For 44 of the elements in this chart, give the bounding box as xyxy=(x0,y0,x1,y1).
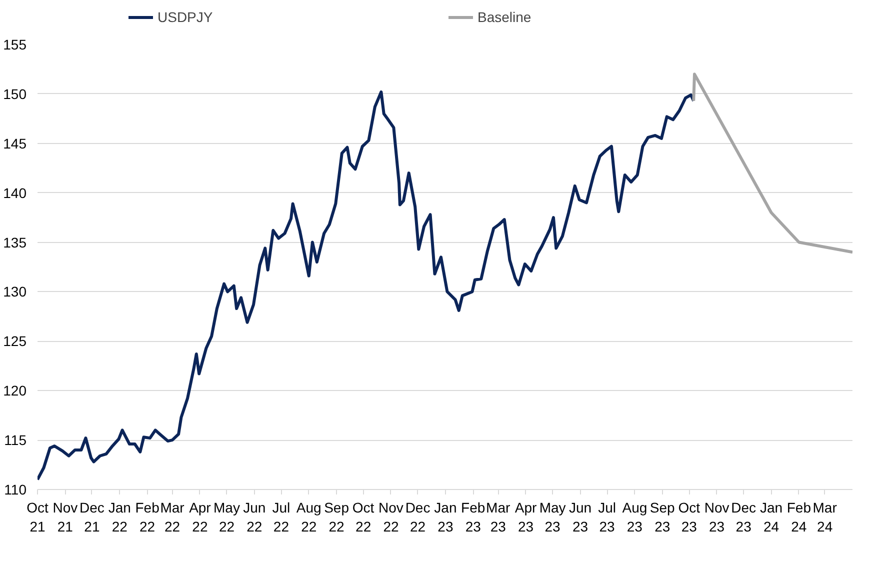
y-tick-label: 150 xyxy=(3,86,27,102)
x-tick-label: Dec 22 xyxy=(405,500,430,535)
x-tick-label: Nov 21 xyxy=(52,500,78,535)
legend-label: Baseline xyxy=(478,9,532,25)
x-tick-label: Jan 22 xyxy=(108,500,131,535)
y-tick-label: 155 xyxy=(3,36,27,52)
x-tick-label: Nov 23 xyxy=(704,500,730,535)
x-tick-label: Apr 22 xyxy=(189,500,212,535)
x-tick-label: Jul 23 xyxy=(598,500,616,535)
y-tick-label: 135 xyxy=(3,234,27,250)
line-series xyxy=(38,90,696,482)
x-tick-label: Nov 22 xyxy=(378,500,404,535)
x-tick-label: Feb 24 xyxy=(786,500,812,535)
y-tick-label: 125 xyxy=(3,333,27,350)
x-tick-label: Sep 23 xyxy=(650,500,676,535)
y-tick-label: 130 xyxy=(3,284,27,300)
y-tick-label: 145 xyxy=(3,135,27,152)
x-tick-label: Aug 22 xyxy=(296,500,322,535)
y-tick-label: 115 xyxy=(4,432,27,448)
x-tick-label: Feb 23 xyxy=(461,500,486,535)
x-tick-label: May 22 xyxy=(214,500,240,535)
x-tick-label: Mar 22 xyxy=(160,500,185,535)
x-tick-label: Sep 22 xyxy=(324,500,350,535)
y-tick-label: 140 xyxy=(3,184,27,201)
x-tick-label: Jun 22 xyxy=(243,500,266,535)
x-tick-label: Oct 23 xyxy=(678,500,700,535)
legend-label: USDPJY xyxy=(158,9,214,25)
x-tick-label: Mar 24 xyxy=(812,500,838,535)
x-tick-label: May 23 xyxy=(539,500,566,535)
x-tick-label: Jan 24 xyxy=(760,500,783,535)
x-tick-label: Jul 22 xyxy=(272,500,290,535)
y-tick-label: 120 xyxy=(3,382,27,399)
x-tick-label: Dec 21 xyxy=(80,500,104,535)
x-tick-label: Oct 21 xyxy=(26,500,48,535)
x-tick-label: Jun 23 xyxy=(568,500,592,535)
x-tick-label: Feb 22 xyxy=(135,500,160,535)
x-tick-label: Jan 23 xyxy=(434,500,457,535)
x-tick-label: Aug 23 xyxy=(622,500,648,535)
x-tick-label: Mar 23 xyxy=(486,500,511,535)
x-tick-label: Dec 23 xyxy=(731,500,756,535)
y-tick-label: 110 xyxy=(4,482,27,498)
line-series xyxy=(692,72,852,254)
x-tick-label: Oct 22 xyxy=(352,500,374,535)
x-tick-label: Apr 23 xyxy=(514,500,538,535)
